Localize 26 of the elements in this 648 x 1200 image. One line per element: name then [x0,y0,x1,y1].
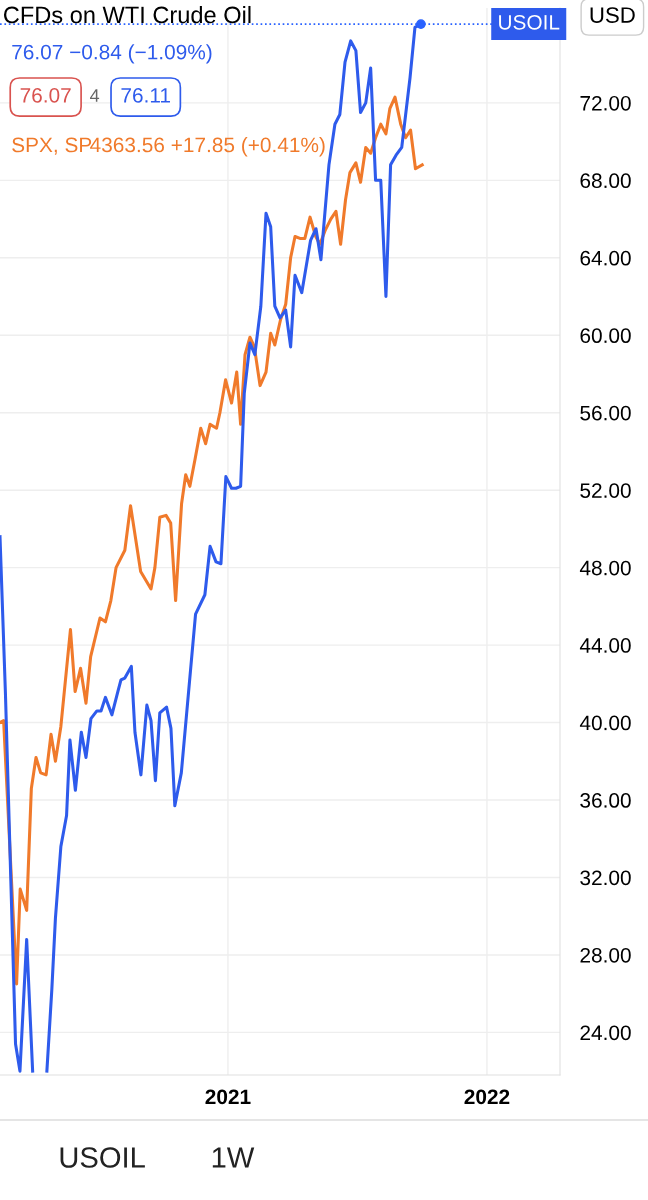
text: USD [590,7,635,23]
y-tick-label: 36.00 [580,793,631,808]
y-tick-label: 40.00 [579,715,631,731]
chart-title: CFDs on WTI Crude Oil [4,5,251,24]
y-tick-label: 68.00 [580,173,631,189]
annotation: 4363.56 +17.85 (+0.41%) [90,137,325,157]
y-tick-label: 32.00 [580,870,631,886]
annotation: 76.11 [121,87,170,103]
annotation: 76.07 [20,87,71,103]
annotation: 4 [90,89,100,102]
x-tick-label: 2022 [464,1089,510,1105]
y-tick-label: 44.00 [579,638,631,653]
y-tick-label: 64.00 [580,250,631,266]
y-tick-label: 72.00 [580,95,631,111]
y-tick-label: 60.00 [580,328,631,344]
y-tick-label: 24.00 [580,1025,631,1041]
text: USOIL [60,1147,145,1168]
y-tick-label: 56.00 [580,405,631,421]
annotation: 76.07 −0.84 (−1.09%) [12,44,212,64]
text: SPX, SP [12,137,92,155]
text: 1W [212,1147,255,1168]
text: USOIL [499,14,560,30]
y-tick-label: 28.00 [580,947,631,963]
y-tick-label: 48.00 [579,560,631,576]
y-tick-label: 52.00 [580,483,631,498]
x-tick-label: 2021 [205,1089,251,1105]
